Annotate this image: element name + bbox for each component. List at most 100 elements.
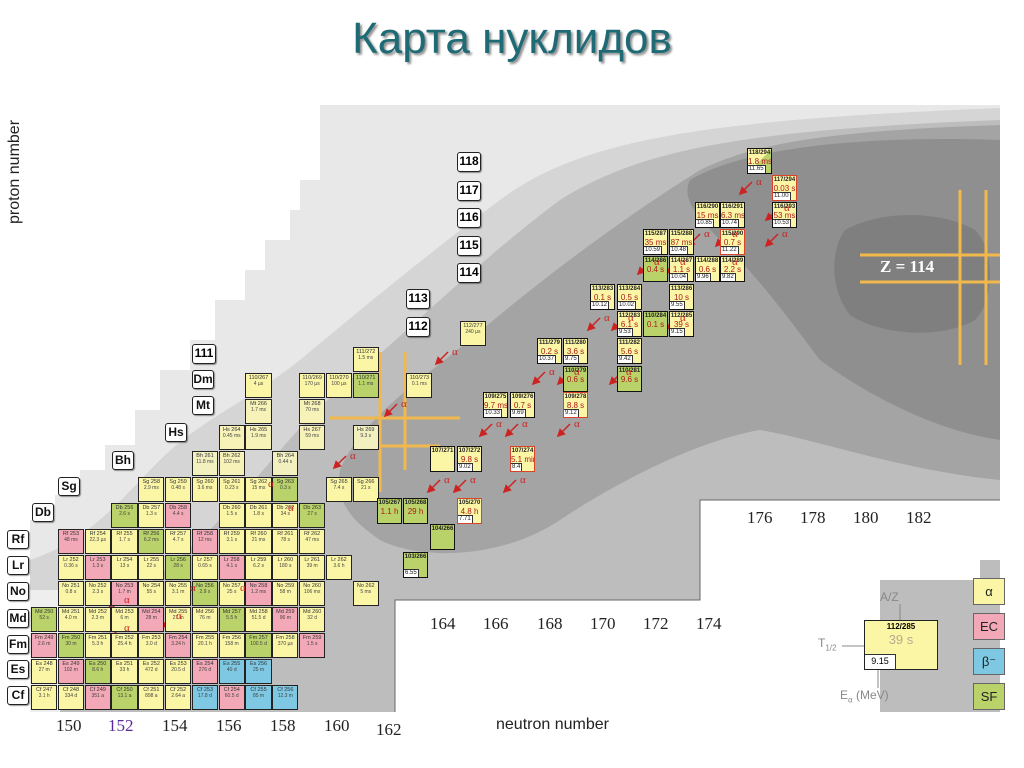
nuclide-cell: Md 251 4.0 m <box>57 607 85 632</box>
alpha-label: α <box>784 202 790 214</box>
nuclide-halflife: 13.1 a <box>117 693 132 699</box>
alpha-label: α <box>190 582 196 594</box>
nuclide-name: Lr 258 <box>223 557 240 563</box>
superheavy-halflife: 0.7 s <box>723 238 742 247</box>
row-label: Dm <box>192 370 214 389</box>
nuclide-cell: Lr 252 0.36 s <box>57 555 85 580</box>
nuclide-cell: Rf 256 6.2 ms <box>138 529 165 554</box>
nuclide-cell: Sg 260 3.6 ms <box>191 477 219 502</box>
nuclide-cell: Md 252 2.3 m <box>84 607 111 632</box>
superheavy-halflife: 35 ms <box>644 238 667 247</box>
superheavy-halflife: 9.7 ms <box>484 401 508 410</box>
nuclide-cell: Cf 249 351 a <box>84 685 111 710</box>
alpha-label: α <box>452 346 458 358</box>
x-tick: 156 <box>216 716 242 735</box>
nuclide-cell: Rf 254 22.3 µs <box>84 529 111 554</box>
nuclide-name: Hs 264 <box>223 427 241 433</box>
nuclide-name: No 256 <box>196 583 214 589</box>
nuclide-name: Sg 263 <box>276 479 295 485</box>
nuclide-name: Fm 252 <box>115 635 134 641</box>
superheavy-name: 111/280 <box>564 340 587 346</box>
superheavy-cell: 105/267 1.1 h <box>377 498 402 524</box>
decay-arrowhead <box>434 356 444 366</box>
nuclide-halflife: 1.5 ms <box>358 355 374 361</box>
superheavy-name: 115/290 <box>721 231 744 237</box>
superheavy-cell: 110/279 0.6 s <box>563 366 588 392</box>
superheavy-cell: 105/270 4.8 h 7.71 <box>457 498 482 524</box>
nuclide-cell: Sg 258 2.9 ms <box>138 477 165 502</box>
nuclide-name: Db 256 <box>115 505 134 511</box>
nuclide-halflife: 48 ms <box>64 537 78 543</box>
nuclide-halflife: 39 m <box>306 563 318 569</box>
nuclide-name: Cf 250 <box>116 687 133 693</box>
nuclide-name: 111/272 <box>356 349 376 355</box>
superheavy-name: 109/278 <box>564 394 587 400</box>
nuclide-cell: Rf 258 12 ms <box>191 529 219 554</box>
nuclide-name: Es 254 <box>196 661 214 667</box>
decay-arrowhead <box>531 376 541 386</box>
superheavy-cell: 116/291 6.3 ms 10.74 <box>720 202 745 228</box>
nuclide-name: Fm 256 <box>222 635 242 641</box>
nuclide-cell: Es 252 472 d <box>138 659 165 684</box>
nuclide-halflife: 1.1 ms <box>358 381 374 387</box>
nuclide-name: Es 249 <box>62 661 80 667</box>
nuclide-halflife: 170 µs <box>304 381 320 387</box>
nuclide-cell: Lr 253 1.3 s <box>84 555 111 580</box>
nuclide-cell: Fm 253 3.0 d <box>138 633 165 658</box>
nuclide-name: Es 250 <box>89 661 107 667</box>
superheavy-energy: 9.53 <box>618 328 633 336</box>
nuclide-halflife: 12 ms <box>198 537 212 543</box>
nuclide-cell: Fm 252 25.4 h <box>111 633 138 658</box>
nuclide-name: Fm 250 <box>61 635 81 641</box>
superheavy-halflife: 87 ms <box>670 238 693 247</box>
nuclide-halflife: 351 a <box>91 693 104 699</box>
nuclide-name: Lr 260 <box>277 557 294 563</box>
nuclide-cell: Rf 255 1.7 s <box>111 529 138 554</box>
nuclide-halflife: 27 m <box>38 667 50 673</box>
nuclide-name: Sg 266 <box>357 479 375 485</box>
x-tick: 178 <box>800 508 826 527</box>
alpha-label: α <box>654 256 660 268</box>
superheavy-cell: 109/275 9.7 ms 10.33 <box>483 392 508 418</box>
nuclide-cell: Es 254 276 d <box>191 659 219 684</box>
superheavy-cell: 111/280 3.6 s 9.75 <box>563 338 588 364</box>
nuclide-name: Es 248 <box>35 661 53 667</box>
nuclide-name: No 255 <box>169 583 188 589</box>
decay-arrowhead <box>556 376 566 386</box>
row-label: Lr <box>7 556 29 575</box>
e-alpha-label: Eα (MeV) <box>840 688 889 705</box>
superheavy-halflife: 2.2 s <box>723 265 742 274</box>
nuclide-cell: Rf 261 78 s <box>272 529 299 554</box>
alpha-label: α <box>401 398 407 410</box>
superheavy-halflife: 6.1 s <box>620 320 639 329</box>
nuclide-name: Bh 264 <box>276 453 295 459</box>
nuclide-name: Fm 249 <box>34 635 54 641</box>
nuclide-cell: Db 256 2.6 s <box>111 503 138 528</box>
nuclide-halflife: 180 s <box>279 563 292 569</box>
nuclide-cell: Fm 249 2.6 m <box>31 633 58 658</box>
superheavy-energy: 10.53 <box>773 219 792 227</box>
nuclide-halflife: 1.7 s <box>119 537 130 543</box>
nuclide-cell: Fm 259 1.5 s <box>299 633 326 658</box>
nuclide-halflife: 3.0 d <box>145 641 157 647</box>
superheavy-cell: 114/286 0.4 s <box>643 256 668 282</box>
nuclide-cell: Sg 261 0.23 s <box>218 477 245 502</box>
superheavy-name: 112/285 <box>670 313 693 319</box>
nuclide-name: Md 250 <box>34 609 54 615</box>
nuclide-name: Cf 249 <box>89 687 106 693</box>
nuclide-cell: Mt 266 1.7 ms <box>245 399 272 424</box>
nuclide-cell: No 252 2.3 s <box>84 581 111 606</box>
nuclide-cell: Md 250 52 s <box>31 607 58 632</box>
nuclide-name: Md 257 <box>222 609 241 615</box>
alpha-label: α <box>470 474 476 486</box>
superheavy-halflife: 0.6 s <box>698 265 717 274</box>
nuclide-halflife: 25 s <box>227 589 237 595</box>
superheavy-name: 110/279 <box>564 368 587 374</box>
nuclide-halflife: 40 d <box>226 667 237 673</box>
nuclide-halflife: 2.9 ms <box>143 485 159 491</box>
nuclide-name: No 254 <box>142 583 161 589</box>
nuclide-name: Rf 257 <box>170 531 187 537</box>
x-tick: 176 <box>747 508 773 527</box>
alpha-label: α <box>574 366 580 378</box>
decay-arrowhead <box>556 428 566 438</box>
